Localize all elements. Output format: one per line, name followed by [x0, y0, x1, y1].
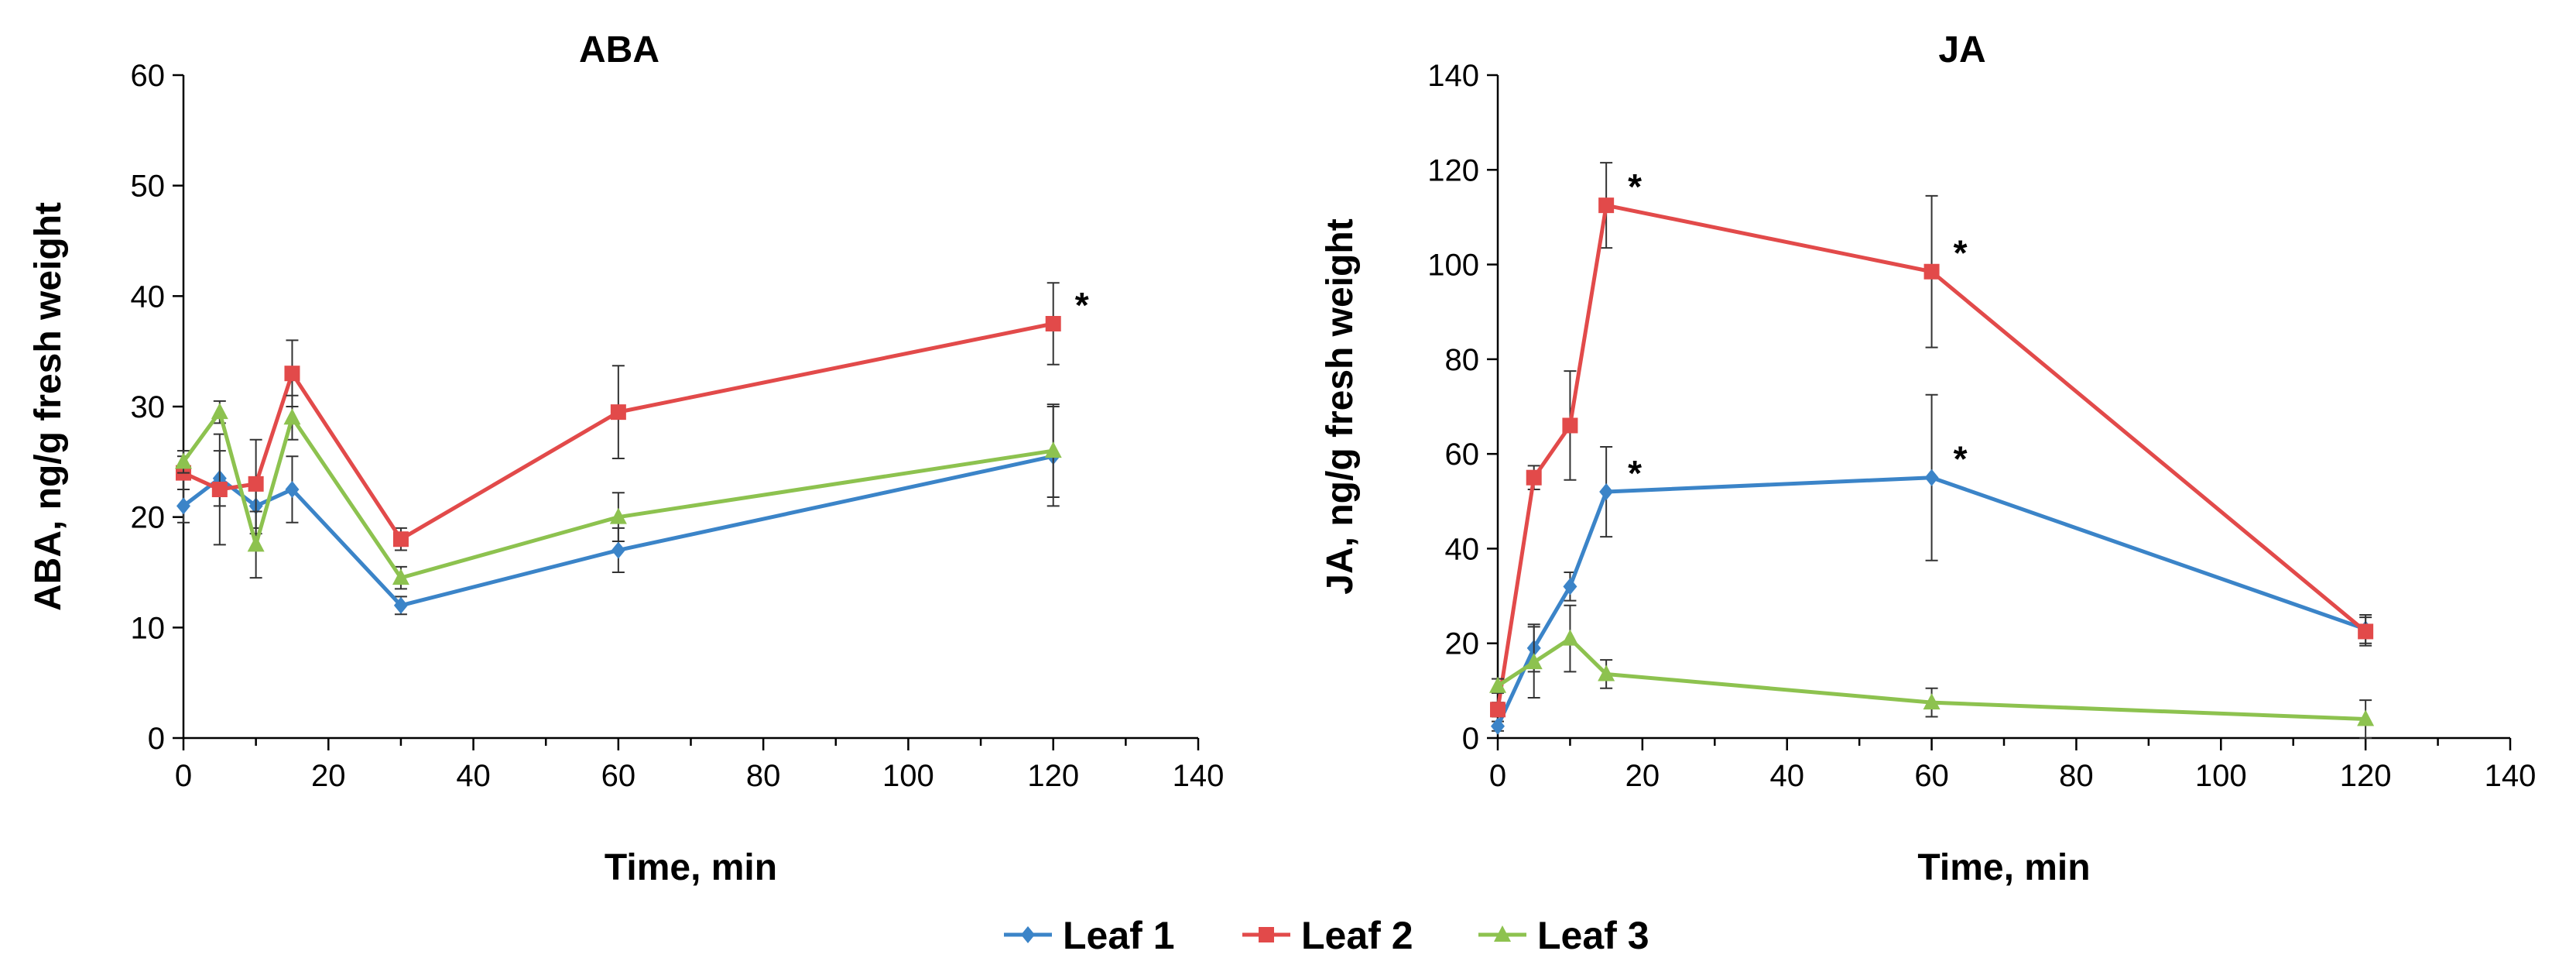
- data-point: [611, 541, 625, 559]
- x-tick-label: 140: [1173, 759, 1225, 793]
- x-tick-label: 80: [2059, 759, 2094, 793]
- data-point: [1525, 653, 1543, 670]
- x-tick-label: 120: [1027, 759, 1079, 793]
- data-point: [1923, 263, 1940, 280]
- y-tick-label: 120: [1427, 153, 1479, 187]
- data-point: [1924, 469, 1939, 486]
- data-point: [1490, 702, 1506, 718]
- data-point: [211, 482, 228, 497]
- significance-marker: *: [1628, 453, 1642, 493]
- x-tick-label: 40: [456, 759, 491, 793]
- chart-panel-aba: 0 10 20 30 40 50 60 0 20 40 60 80 100 120 140 ABA Time, …: [28, 29, 1224, 888]
- legend-label: Leaf 1: [1063, 914, 1175, 957]
- legend-label: Leaf 2: [1301, 914, 1413, 957]
- x-tick-label: 20: [1625, 759, 1660, 793]
- series-line: [1495, 475, 2366, 727]
- x-axis-label: Time, min: [605, 847, 777, 888]
- x-tick-label: 0: [175, 759, 192, 793]
- data-point: [1598, 197, 1615, 214]
- x-tick-label: 100: [2195, 759, 2247, 793]
- data-point: [211, 403, 228, 420]
- series-leaf-3: [1489, 604, 2375, 739]
- data-point: [1598, 664, 1615, 681]
- y-tick-label: 0: [1462, 722, 1479, 756]
- data-point: [392, 568, 409, 585]
- legend-label: Leaf 3: [1537, 914, 1649, 957]
- chart-panel-ja: 0 20 40 60 80 100 120 140 0 20 40 60 80 100 120 140 JA Ti…: [1320, 29, 2536, 888]
- y-tick-label: 0: [148, 722, 165, 756]
- series-leaf-2: [176, 282, 1061, 551]
- data-point: [285, 481, 300, 498]
- data-point: [1044, 441, 1062, 458]
- significance-marker: *: [1954, 233, 1968, 273]
- data-point: [1045, 316, 1061, 331]
- x-tick-label: 80: [746, 759, 781, 793]
- data-point: [2358, 623, 2374, 640]
- data-point: [609, 507, 627, 524]
- series-line: [1495, 203, 2367, 710]
- data-point: [1561, 629, 1579, 646]
- data-point: [1923, 693, 1941, 710]
- chart-title: JA: [1938, 29, 1985, 70]
- data-point: [176, 497, 190, 515]
- chart-title: ABA: [579, 29, 659, 70]
- data-point: [1599, 483, 1614, 501]
- x-tick-label: 60: [1914, 759, 1949, 793]
- y-tick-label: 30: [131, 390, 166, 424]
- x-tick-label: 60: [601, 759, 636, 793]
- y-tick-label: 50: [131, 170, 166, 204]
- legend: Leaf 1 Leaf 2 Leaf 3: [1004, 914, 1649, 957]
- legend-item-leaf-3: Leaf 3: [1478, 914, 1649, 957]
- y-tick-label: 40: [1445, 532, 1480, 566]
- data-point: [392, 531, 409, 548]
- data-point: [283, 408, 301, 425]
- significance-marker: *: [1628, 167, 1642, 207]
- significance-marker: *: [1954, 439, 1968, 479]
- y-tick-label: 10: [131, 611, 166, 645]
- data-point: [610, 404, 626, 421]
- data-point: [284, 366, 300, 382]
- significance-marker: *: [1075, 285, 1089, 325]
- series-leaf-3: [175, 394, 1062, 590]
- legend-marker: [1494, 925, 1511, 942]
- data-point: [1526, 469, 1542, 486]
- y-tick-label: 60: [1445, 438, 1480, 472]
- y-tick-label: 140: [1427, 59, 1479, 93]
- x-tick-label: 0: [1489, 759, 1506, 793]
- x-tick-label: 140: [2485, 759, 2537, 793]
- data-point: [247, 535, 265, 552]
- y-axis-label: JA, ng/g fresh weight: [1320, 218, 1361, 594]
- y-tick-label: 40: [131, 280, 166, 314]
- y-axis-label: ABA, ng/g fresh weight: [28, 202, 69, 611]
- x-axis-label: Time, min: [1917, 847, 2090, 888]
- legend-marker: [1021, 926, 1035, 943]
- y-tick-label: 100: [1427, 249, 1479, 283]
- legend-item-leaf-2: Leaf 2: [1242, 914, 1413, 957]
- y-tick-label: 80: [1445, 343, 1480, 377]
- data-point: [1562, 417, 1578, 434]
- data-point: [1563, 578, 1577, 596]
- x-tick-label: 100: [882, 759, 934, 793]
- data-point: [1491, 717, 1505, 735]
- y-tick-label: 20: [1445, 627, 1480, 661]
- series-leaf-1: [1491, 393, 2373, 735]
- legend-marker: [1259, 927, 1274, 942]
- data-point: [393, 596, 408, 614]
- data-point: [1489, 676, 1506, 693]
- data-point: [175, 452, 192, 469]
- y-tick-label: 20: [131, 501, 166, 535]
- x-tick-label: 120: [2340, 759, 2392, 793]
- data-point: [248, 475, 264, 492]
- legend-item-leaf-1: Leaf 1: [1004, 914, 1175, 957]
- x-tick-label: 40: [1769, 759, 1804, 793]
- data-point: [2357, 709, 2375, 726]
- y-tick-label: 60: [131, 59, 166, 93]
- x-tick-label: 20: [311, 759, 346, 793]
- series-leaf-2: [1490, 162, 2374, 718]
